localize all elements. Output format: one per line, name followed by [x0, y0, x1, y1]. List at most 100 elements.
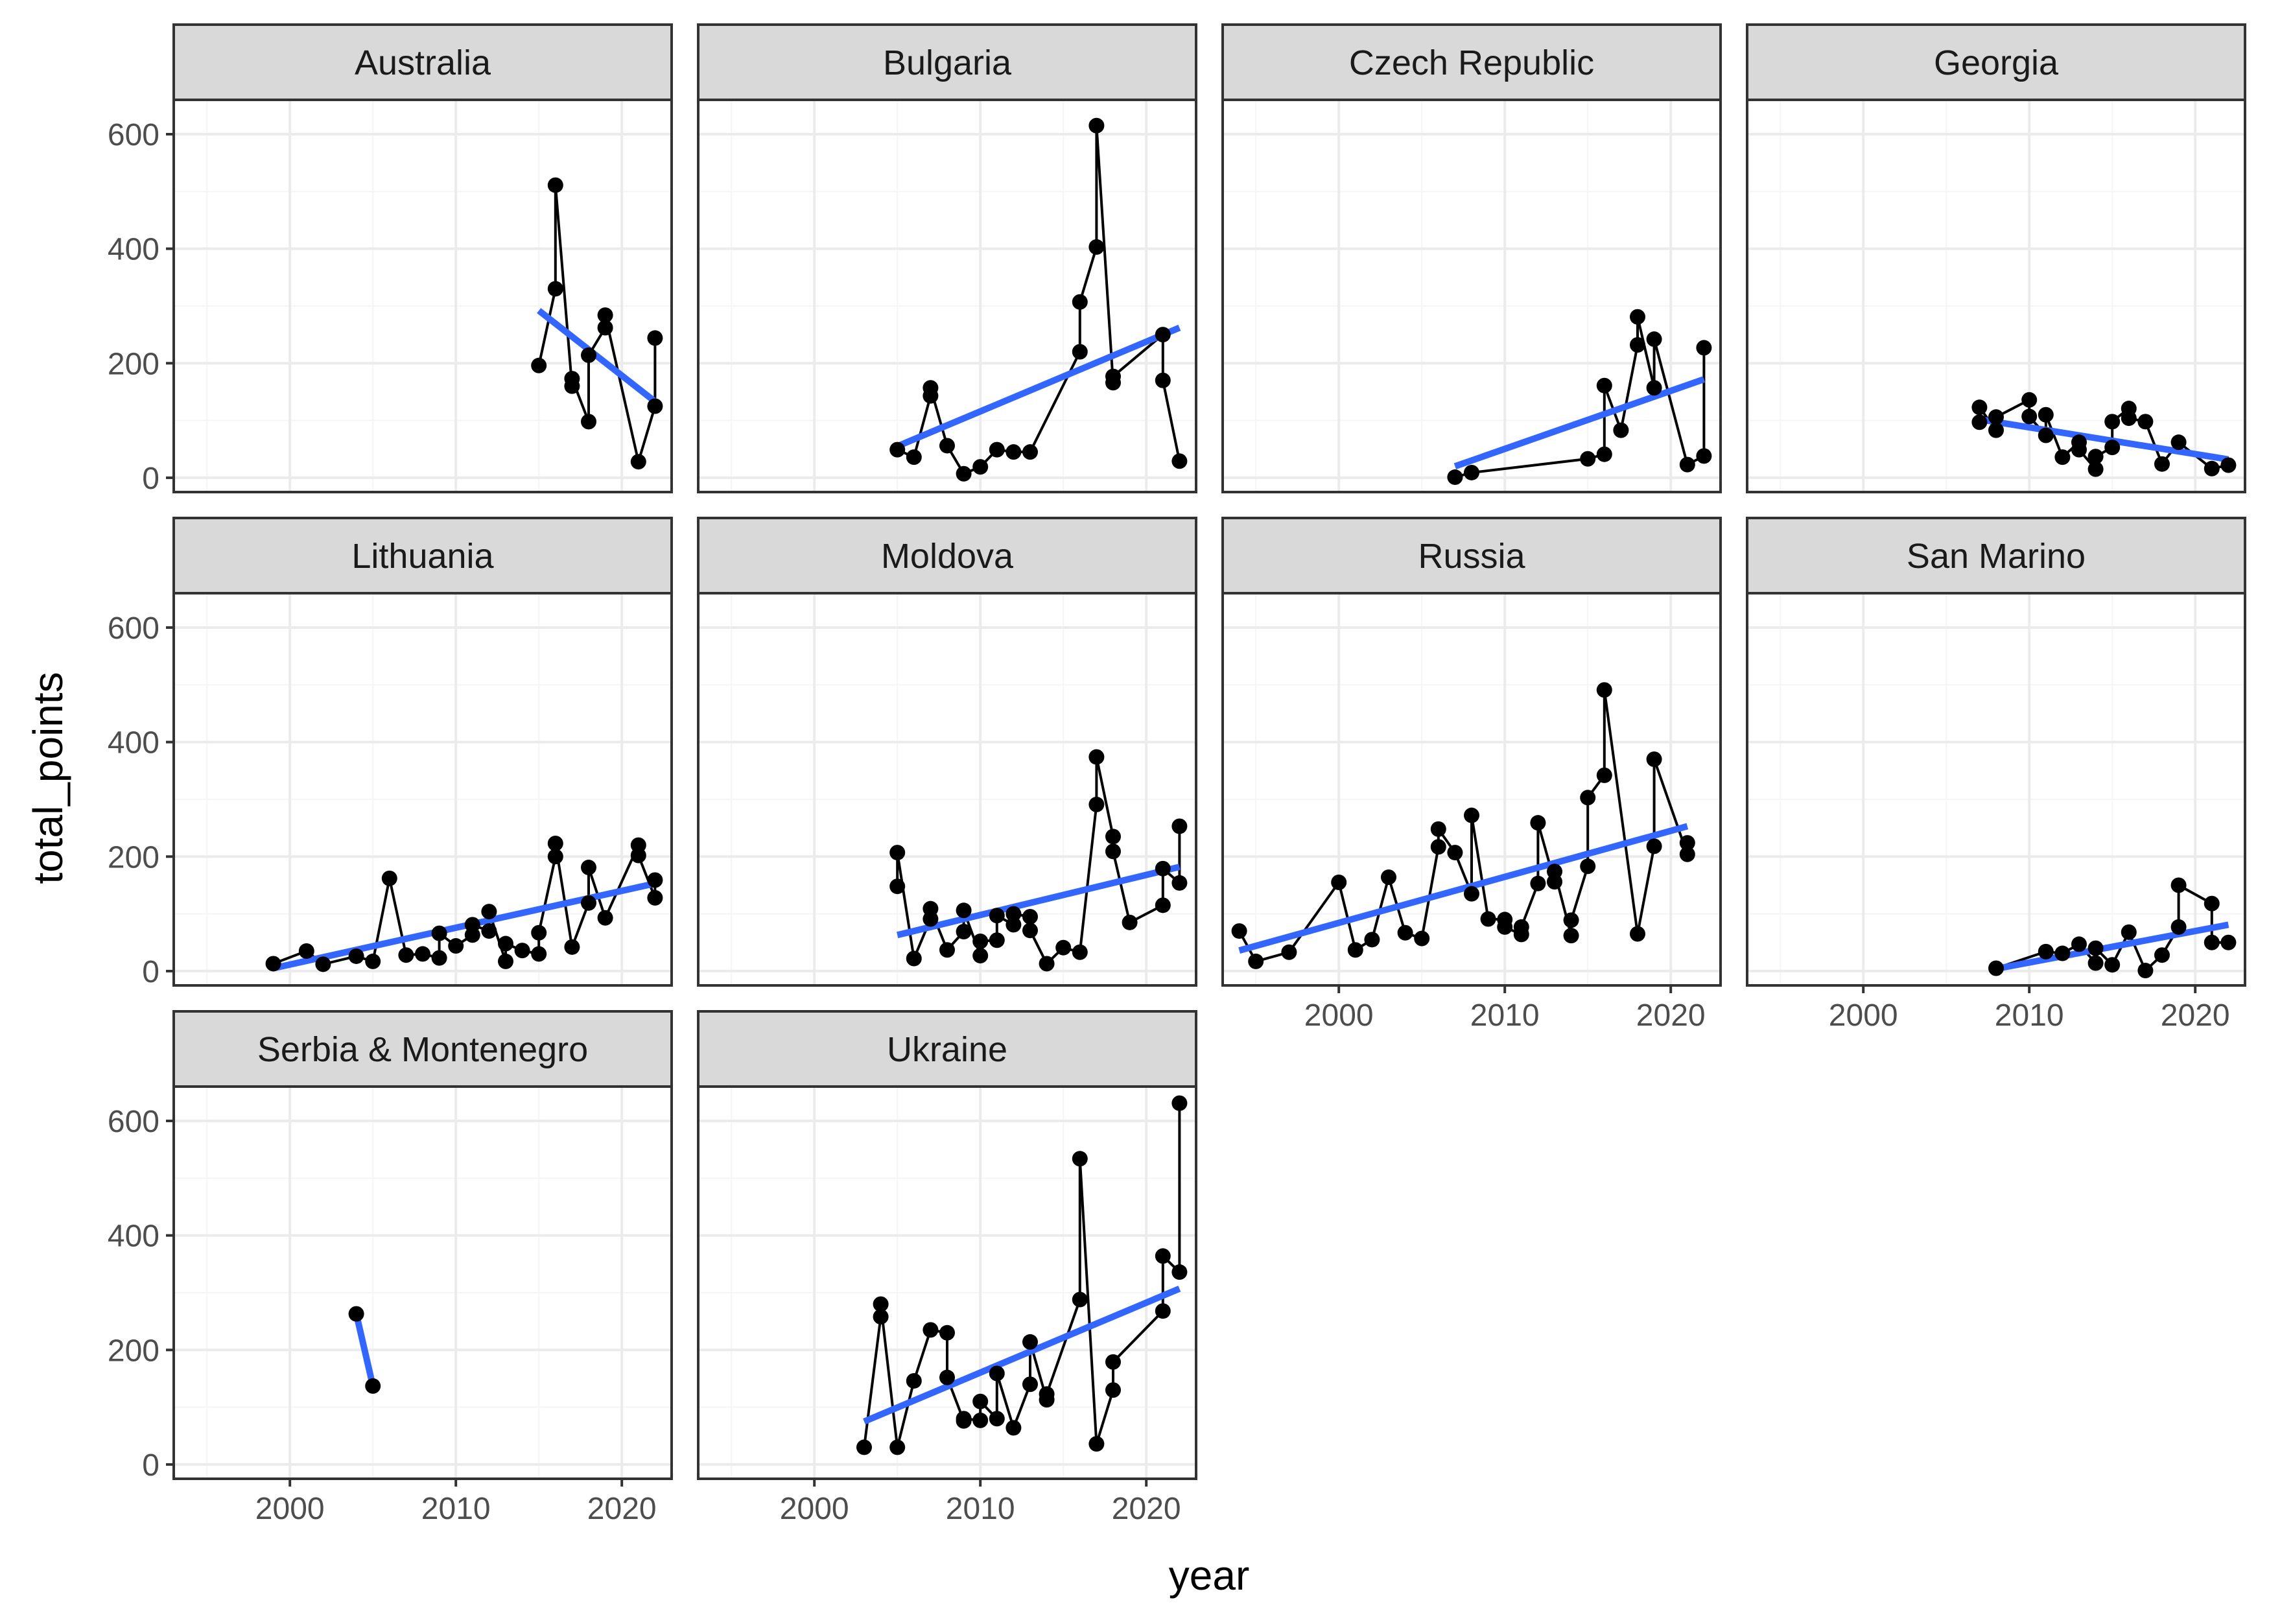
data-point — [1155, 1248, 1171, 1264]
gridlines — [698, 100, 1196, 492]
data-point — [2038, 943, 2054, 959]
data-point — [856, 1439, 872, 1455]
facet-strip — [1221, 23, 1722, 101]
data-point — [1646, 331, 1662, 347]
facet-panel: Serbia & Montenegro — [172, 1010, 673, 1480]
data-point — [1171, 453, 1188, 469]
data-point — [1072, 944, 1088, 960]
data-point — [1613, 422, 1629, 438]
data-point — [972, 948, 989, 964]
data-point — [1155, 1303, 1171, 1319]
series-segment — [1636, 316, 1656, 388]
data-point — [889, 878, 906, 895]
data-point — [1397, 924, 1413, 941]
data-point — [630, 847, 646, 864]
series-segment — [1029, 351, 1081, 453]
data-point — [1122, 914, 1138, 930]
data-point — [1331, 875, 1347, 891]
data-point — [2204, 895, 2220, 912]
data-point — [1155, 327, 1171, 343]
data-point — [1105, 829, 1121, 845]
data-point — [923, 900, 939, 917]
series-segment — [1337, 882, 1357, 950]
panel-background — [1223, 593, 1721, 985]
data-point — [1530, 815, 1546, 831]
panel-border — [697, 99, 1197, 493]
x-axis: 2000 2010 2020 — [1304, 985, 1706, 1033]
data-point — [1679, 846, 1695, 862]
data-point — [1171, 818, 1188, 834]
data-point — [498, 936, 513, 952]
data-point — [1039, 1386, 1055, 1402]
y-axis: 0 200 400 600 — [108, 118, 174, 496]
data-point — [2071, 936, 2087, 952]
x-tick-label: 2000 — [255, 1492, 325, 1526]
data-point — [547, 281, 563, 297]
data-point — [1646, 380, 1662, 396]
data-point — [1563, 912, 1579, 928]
y-axis: 0 200 400 600 — [108, 1105, 174, 1483]
series-points — [889, 117, 1188, 482]
series-segment — [995, 1372, 1015, 1428]
data-point — [2170, 434, 2187, 451]
x-tick-label: 2010 — [946, 1492, 1015, 1526]
data-point — [889, 1439, 906, 1455]
panel-background — [174, 100, 672, 492]
facet-title: Serbia & Montenegro — [257, 1030, 588, 1069]
data-point — [1563, 928, 1579, 944]
facet-panel: Bulgaria — [697, 23, 1197, 493]
series-points — [856, 1095, 1188, 1455]
data-point — [1696, 340, 1712, 356]
x-axis: 2000 2010 2020 — [1829, 985, 2230, 1033]
data-point — [481, 923, 497, 939]
data-point — [1105, 843, 1121, 860]
data-point — [1646, 838, 1662, 854]
data-point — [1171, 875, 1188, 891]
panel-background — [698, 593, 1196, 985]
panel-border — [1221, 592, 1722, 987]
series-segment — [896, 1380, 915, 1448]
data-point — [1022, 1376, 1038, 1393]
facet-panel: Georgia — [1746, 23, 2246, 493]
data-point — [365, 953, 381, 969]
facet-title: San Marino — [1907, 537, 2086, 576]
data-point — [1580, 858, 1596, 875]
y-axis: 0 200 400 600 — [108, 611, 174, 989]
series-points — [265, 835, 663, 972]
data-point — [1679, 456, 1695, 473]
data-point — [2021, 408, 2038, 425]
data-point — [547, 835, 563, 851]
series-segment — [912, 1329, 932, 1382]
x-axis-label: year — [1169, 1552, 1250, 1599]
data-point — [2021, 392, 2038, 408]
data-point — [564, 939, 580, 955]
series-points — [348, 1306, 381, 1394]
data-point — [431, 950, 447, 966]
data-point — [1480, 911, 1496, 927]
data-point — [906, 950, 922, 967]
facet-title: Moldova — [881, 537, 1014, 576]
data-point — [1630, 926, 1645, 942]
data-point — [989, 1365, 1005, 1382]
data-point — [581, 895, 596, 911]
data-point — [2038, 406, 2054, 423]
series-segment — [1470, 815, 1490, 919]
data-point — [1088, 749, 1105, 765]
data-point — [1414, 930, 1430, 947]
data-point — [1072, 1151, 1088, 1167]
data-point — [2087, 955, 2104, 971]
data-point — [1430, 839, 1446, 855]
data-point — [1971, 399, 1988, 416]
y-axis-label: total_points — [25, 672, 71, 884]
facet-title: Ukraine — [887, 1030, 1007, 1069]
trend-line — [863, 1286, 1181, 1425]
data-point — [647, 872, 663, 888]
data-point — [1088, 796, 1105, 812]
facet-title: Czech Republic — [1349, 43, 1594, 82]
data-point — [1171, 1095, 1188, 1111]
gridlines — [174, 593, 672, 985]
data-point — [1580, 451, 1596, 467]
data-point — [1155, 372, 1171, 388]
